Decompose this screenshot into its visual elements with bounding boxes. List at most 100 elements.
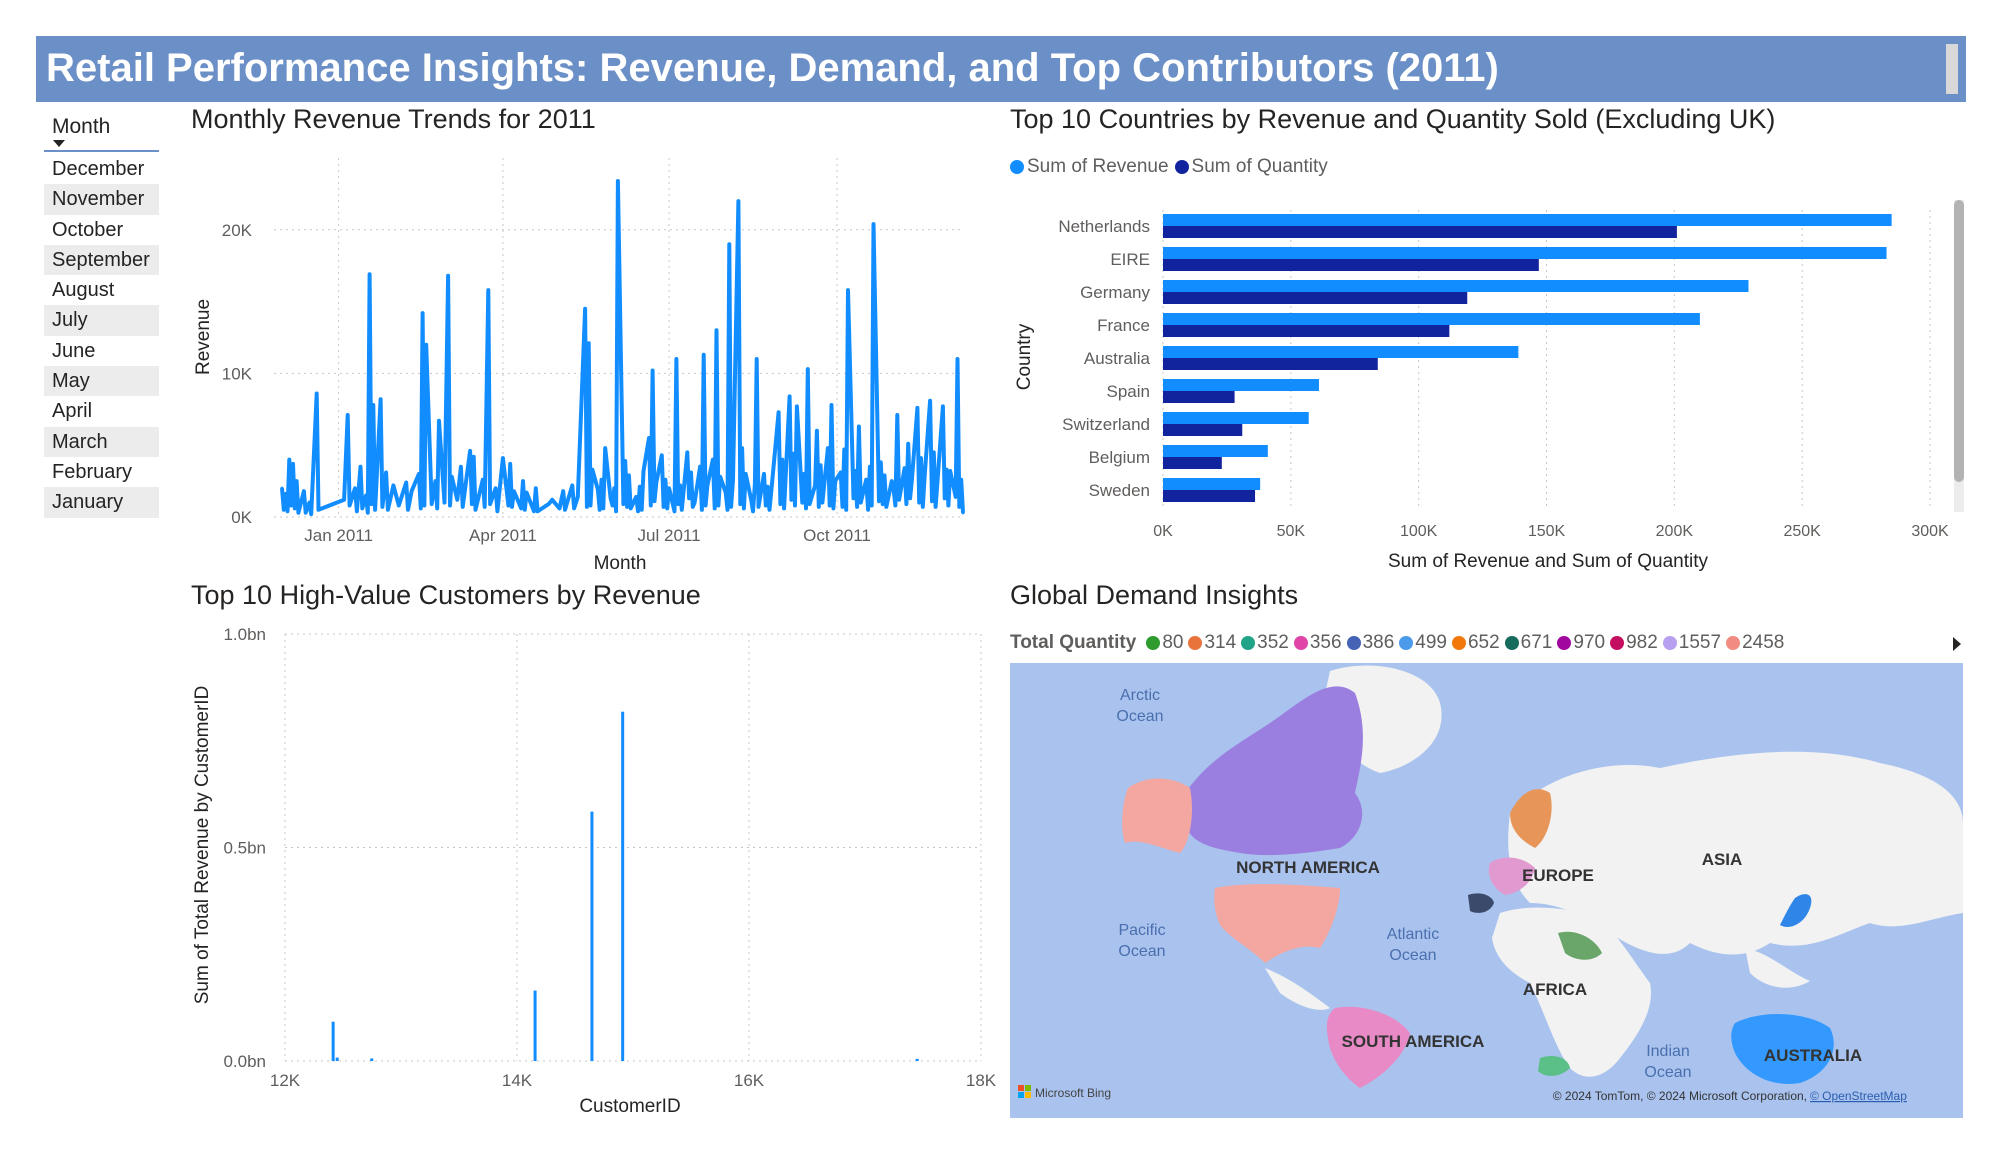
quantity-bar[interactable] [1163,226,1677,238]
revenue-data-point[interactable] [634,495,638,499]
revenue-data-point[interactable] [612,486,616,490]
revenue-data-point[interactable] [295,479,299,483]
revenue-bar[interactable] [1163,412,1309,424]
revenue-data-point[interactable] [800,501,804,505]
slicer-item-august[interactable]: August [52,279,115,302]
revenue-data-point[interactable] [563,508,567,512]
revenue-bar[interactable] [1163,313,1700,325]
revenue-data-point[interactable] [808,502,812,506]
revenue-data-point[interactable] [923,473,927,477]
revenue-data-point[interactable] [621,502,626,506]
quantity-bar[interactable] [1163,391,1235,403]
revenue-data-point[interactable] [667,486,671,490]
revenue-data-point[interactable] [623,459,627,463]
revenue-data-point[interactable] [866,508,870,512]
revenue-data-point[interactable] [627,473,631,477]
revenue-data-point[interactable] [291,462,295,466]
revenue-data-point[interactable] [599,478,604,482]
revenue-data-point[interactable] [753,482,757,486]
map-legend-item[interactable]: 314 [1188,632,1236,654]
revenue-data-point[interactable] [839,470,843,475]
revenue-data-point[interactable] [897,498,901,502]
revenue-data-point[interactable] [954,495,958,499]
slicer-item-march[interactable]: March [44,426,159,457]
map-legend-item[interactable]: 352 [1241,632,1289,654]
revenue-data-point[interactable] [603,446,607,450]
slicer-item-october[interactable]: October [52,218,124,241]
revenue-data-point[interactable] [935,480,940,485]
revenue-data-point[interactable] [495,509,500,513]
revenue-data-point[interactable] [864,478,868,482]
revenue-data-point[interactable] [384,470,388,475]
revenue-data-point[interactable] [833,479,837,483]
revenue-bar[interactable] [1163,445,1268,457]
quantity-bar[interactable] [1163,292,1468,304]
revenue-data-point[interactable] [820,501,825,505]
revenue-data-point[interactable] [536,509,540,513]
revenue-data-point[interactable] [366,511,370,515]
revenue-data-point[interactable] [756,505,761,509]
revenue-data-point[interactable] [672,509,677,513]
revenue-data-point[interactable] [285,509,290,513]
revenue-data-point[interactable] [609,496,613,500]
revenue-data-point[interactable] [371,403,375,407]
revenue-data-point[interactable] [435,506,439,510]
revenue-data-point[interactable] [687,496,691,500]
slicer-item-june[interactable]: June [52,339,96,362]
revenue-data-point[interactable] [702,353,706,357]
revenue-data-point[interactable] [716,503,720,508]
quantity-bar[interactable] [1163,325,1450,337]
revenue-data-point[interactable] [417,472,421,476]
slicer-item-january[interactable]: January [44,487,159,518]
revenue-data-point[interactable] [521,479,525,483]
revenue-data-point[interactable] [406,508,410,512]
revenue-data-point[interactable] [660,453,664,457]
map-legend-item[interactable]: 80 [1146,632,1183,654]
map-legend-item[interactable]: 970 [1557,632,1605,654]
revenue-data-point[interactable] [751,509,755,513]
map-legend-item[interactable]: 982 [1610,632,1658,654]
revenue-data-point[interactable] [946,503,950,508]
revenue-data-point[interactable] [793,503,797,508]
revenue-data-point[interactable] [588,503,593,508]
revenue-data-point[interactable] [791,452,795,456]
revenue-data-point[interactable] [616,179,620,183]
revenue-data-point[interactable] [729,505,733,509]
revenue-data-point[interactable] [778,502,783,506]
revenue-data-point[interactable] [625,505,629,509]
revenue-data-point[interactable] [718,475,722,479]
revenue-data-point[interactable] [358,465,363,469]
revenue-data-point[interactable] [789,498,793,502]
revenue-data-point[interactable] [698,465,702,469]
revenue-data-point[interactable] [576,495,580,499]
revenue-data-point[interactable] [762,472,766,476]
revenue-data-point[interactable] [663,478,668,482]
quantity-bar[interactable] [1163,490,1256,502]
revenue-data-point[interactable] [959,478,963,482]
revenue-data-point[interactable] [473,508,478,512]
revenue-data-point[interactable] [561,489,565,493]
revenue-series-line[interactable] [280,179,965,517]
revenue-data-point[interactable] [506,503,510,508]
revenue-data-point[interactable] [636,509,640,513]
revenue-data-point[interactable] [780,457,784,462]
revenue-data-point[interactable] [525,490,529,495]
revenue-data-point[interactable] [932,450,936,454]
revenue-data-point[interactable] [450,475,454,479]
revenue-data-point[interactable] [304,511,308,515]
revenue-data-point[interactable] [738,502,742,506]
revenue-data-point[interactable] [307,501,311,505]
revenue-data-point[interactable] [420,311,425,315]
sort-caret-icon[interactable] [53,140,65,147]
revenue-data-point[interactable] [831,506,835,510]
revenue-data-point[interactable] [404,480,408,485]
map-legend-item[interactable]: 356 [1293,632,1342,654]
revenue-data-point[interactable] [829,403,834,407]
slicer-item-december[interactable]: December [52,158,145,180]
revenue-data-point[interactable] [410,489,414,493]
revenue-data-point[interactable] [892,488,896,492]
revenue-data-point[interactable] [638,485,642,489]
revenue-data-point[interactable] [647,436,651,440]
revenue-data-point[interactable] [777,410,781,414]
revenue-data-point[interactable] [769,489,773,493]
